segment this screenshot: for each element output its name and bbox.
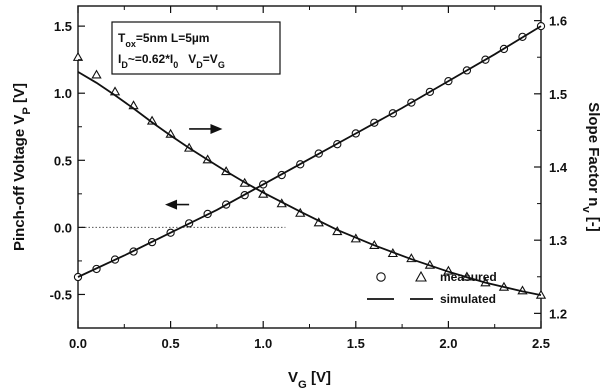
x-tick-label: 1.5 bbox=[347, 336, 365, 351]
arrow-head bbox=[210, 123, 223, 134]
y-left-tick-label: 1.5 bbox=[54, 19, 72, 34]
parameter-text-line: Tox=5nm L=5µm bbox=[118, 31, 209, 49]
x-tick-label: 1.0 bbox=[254, 336, 272, 351]
series-layer bbox=[72, 21, 547, 299]
y-left-tick-label: 0.0 bbox=[54, 220, 72, 235]
simulated-line-right bbox=[77, 71, 542, 296]
simulated-line-left bbox=[77, 25, 542, 278]
annotation-layer: Tox=5nm L=5µm ID~=0.62*I0 VD=VG measured si… bbox=[111, 21, 497, 306]
parameter-text-line: ID~=0.62*I0 VD=VG bbox=[118, 52, 225, 70]
parameter-box bbox=[111, 21, 281, 75]
legend-circle-marker bbox=[376, 272, 386, 282]
y-left-tick-label: 0.5 bbox=[54, 153, 72, 168]
arrow-left bbox=[165, 199, 190, 210]
measured-point-circle bbox=[73, 272, 83, 282]
y-right-tick-label: 1.2 bbox=[549, 306, 567, 321]
arrow-right bbox=[189, 123, 223, 134]
x-tick-label: 0.5 bbox=[162, 336, 180, 351]
x-tick-label: 2.5 bbox=[532, 336, 550, 351]
measured-point-triangle bbox=[72, 51, 84, 61]
measured-point-triangle bbox=[91, 69, 102, 79]
legend-simulated-label: simulated bbox=[440, 292, 496, 306]
legend-measured-label: measured bbox=[440, 270, 497, 284]
y-right-tick-label: 1.6 bbox=[549, 14, 567, 29]
x-tick-label: 2.0 bbox=[439, 336, 457, 351]
y-right-axis-title: Slope Factor nv [-] bbox=[580, 102, 602, 232]
x-tick-label: 0.0 bbox=[69, 336, 87, 351]
y-left-tick-label: 1.0 bbox=[54, 86, 72, 101]
x-axis-title: VG [V] bbox=[288, 369, 331, 389]
y-left-axis-title: Pinch-off Voltage VP [V] bbox=[11, 83, 33, 251]
legend: measured simulated bbox=[367, 270, 497, 306]
y-right-tick-label: 1.4 bbox=[549, 160, 568, 175]
legend-triangle-marker bbox=[415, 270, 427, 282]
y-right-tick-label: 1.3 bbox=[549, 233, 567, 248]
arrow-head bbox=[165, 199, 178, 210]
y-left-tick-label: -0.5 bbox=[50, 287, 72, 302]
ticks-layer: 0.0 0.5 1.0 1.5 2.0 2.5 -0.5 0.0 0.5 1.0 1.5 1.2 1.3… bbox=[11, 6, 602, 389]
y-right-tick-label: 1.5 bbox=[549, 87, 567, 102]
